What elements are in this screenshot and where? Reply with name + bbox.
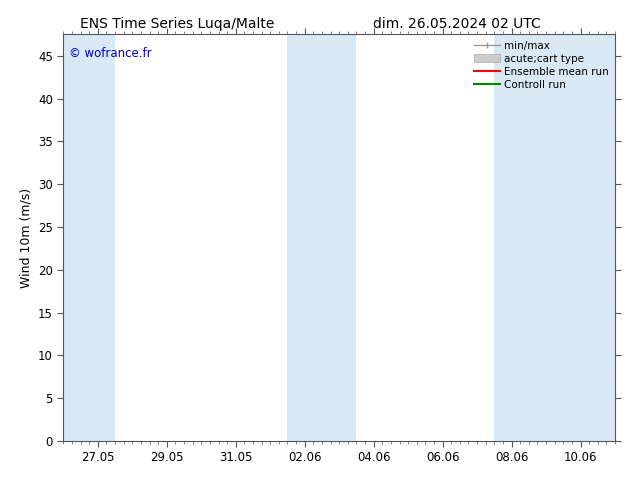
Bar bbox=[63, 34, 115, 441]
Bar bbox=[287, 34, 356, 441]
Legend: min/max, acute;cart type, Ensemble mean run, Controll run: min/max, acute;cart type, Ensemble mean … bbox=[470, 36, 613, 94]
Text: ENS Time Series Luqa/Malte: ENS Time Series Luqa/Malte bbox=[81, 17, 275, 31]
Bar bbox=[495, 34, 615, 441]
Text: © wofrance.fr: © wofrance.fr bbox=[69, 47, 152, 59]
Text: dim. 26.05.2024 02 UTC: dim. 26.05.2024 02 UTC bbox=[373, 17, 540, 31]
Y-axis label: Wind 10m (m/s): Wind 10m (m/s) bbox=[20, 188, 32, 288]
